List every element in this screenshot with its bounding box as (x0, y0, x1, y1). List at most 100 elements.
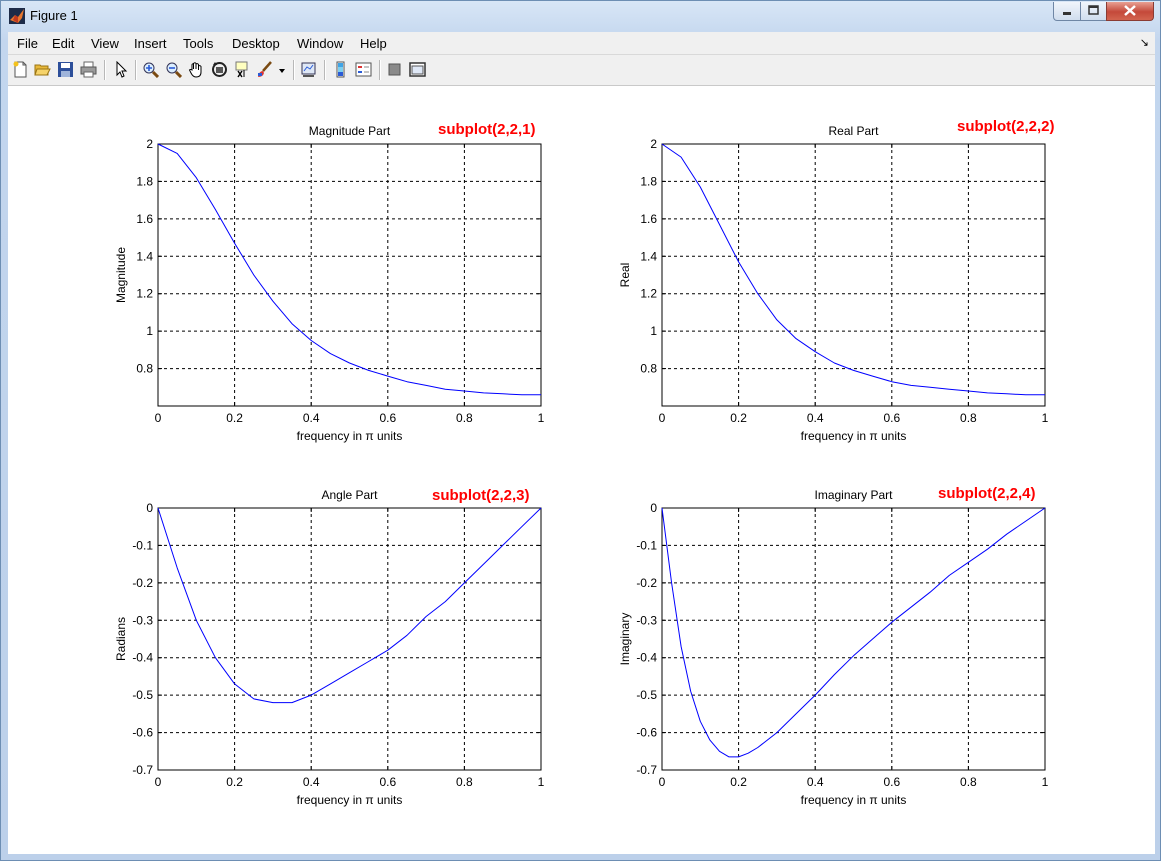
maximize-icon (1088, 5, 1099, 15)
x-axis-label: frequency in π units (297, 793, 403, 807)
rotate-3d-icon[interactable] (211, 61, 228, 78)
figure-canvas[interactable]: 0 0.2 0.4 0.6 0.8 1 0.8 1 1.2 1.4 1.6 1.8 2 Magnitude… (8, 86, 1155, 854)
figure-toolbar (8, 55, 1155, 86)
axes-frame (661, 143, 1046, 407)
y-tick-label: 1.2 (640, 287, 657, 301)
matlab-app-icon (9, 8, 25, 24)
link-plot-icon[interactable] (300, 61, 317, 78)
y-tick-label: -0.5 (636, 688, 657, 702)
menu-insert[interactable]: Insert (134, 36, 167, 51)
brush-icon[interactable] (257, 61, 274, 78)
title-bar[interactable]: Figure 1 (1, 1, 1160, 31)
menu-bar: File Edit View Insert Tools Desktop Wind… (8, 32, 1155, 55)
subplot-real: 0 0.2 0.4 0.6 0.8 1 0.8 1 1.2 1.4 1.6 1.8 2 Real Part… (618, 118, 1055, 443)
axes-title: Imaginary Part (814, 488, 893, 502)
menu-edit[interactable]: Edit (52, 36, 75, 51)
menu-view[interactable]: View (91, 36, 119, 51)
x-tick-label: 0.4 (303, 775, 320, 789)
edit-plot-arrow-icon[interactable] (112, 61, 129, 78)
print-icon[interactable] (80, 61, 97, 78)
subplot-annotation: subplot(2,2,1) (438, 121, 536, 138)
close-button[interactable] (1106, 2, 1154, 21)
x-tick-label: 0.4 (807, 775, 824, 789)
x-tick-label: 0.8 (960, 411, 977, 425)
y-tick-label: -0.6 (132, 726, 153, 740)
x-tick-label: 0 (155, 775, 162, 789)
subplot-annotation: subplot(2,2,3) (432, 487, 530, 504)
axes-frame (661, 507, 1046, 771)
x-tick-label: 0 (659, 411, 666, 425)
legend-icon[interactable] (355, 61, 372, 78)
y-tick-label: -0.4 (132, 651, 153, 665)
subplot-imaginary: 0 0.2 0.4 0.6 0.8 1 -0.7 -0.6 -0.5 -0.4 -0.3 -0.2 -0… (618, 485, 1049, 807)
open-file-icon[interactable] (34, 61, 51, 78)
brush-dropdown-icon[interactable] (278, 61, 286, 78)
x-tick-label: 0.6 (379, 775, 396, 789)
x-tick-label: 0.8 (960, 775, 977, 789)
toolbar-separator (135, 60, 137, 80)
y-tick-label: -0.3 (132, 613, 153, 627)
y-tick-label: -0.1 (636, 538, 657, 552)
show-plot-tools-icon[interactable] (409, 61, 426, 78)
x-tick-label: 1 (1042, 775, 1049, 789)
minimize-icon (1063, 12, 1071, 15)
x-tick-label: 0.8 (456, 775, 473, 789)
y-tick-label: 2 (650, 137, 657, 151)
y-tick-label: 2 (146, 137, 153, 151)
series-line (157, 143, 541, 396)
x-axis-label: frequency in π units (297, 429, 403, 443)
x-tick-label: 1 (538, 411, 545, 425)
menu-help[interactable]: Help (360, 36, 387, 51)
y-tick-label: 0 (146, 501, 153, 515)
y-tick-label: 0.8 (136, 362, 153, 376)
menu-desktop[interactable]: Desktop (232, 36, 280, 51)
x-tick-label: 0.2 (226, 411, 243, 425)
hide-plot-tools-icon[interactable] (386, 61, 403, 78)
menu-overflow-icon[interactable]: ↘ (1139, 37, 1149, 49)
x-axis-label: frequency in π units (801, 793, 907, 807)
colorbar-icon[interactable] (332, 61, 349, 78)
save-icon[interactable] (57, 61, 74, 78)
minimize-button[interactable] (1053, 2, 1081, 21)
x-tick-label: 1 (1042, 411, 1049, 425)
subplot-grid: 0 0.2 0.4 0.6 0.8 1 0.8 1 1.2 1.4 1.6 1.8 2 Magnitude… (114, 118, 1055, 807)
y-tick-label: 1.4 (136, 249, 153, 263)
subplot-angle: 0 0.2 0.4 0.6 0.8 1 -0.7 -0.6 -0.5 -0.4 -0.3 -0.2 -0… (114, 487, 545, 807)
y-tick-label: 1.6 (640, 212, 657, 226)
toolbar-separator (379, 60, 381, 80)
x-tick-label: 0.6 (883, 775, 900, 789)
y-tick-label: -0.3 (636, 613, 657, 627)
toolbar-separator (104, 60, 106, 80)
y-tick-label: 0.8 (640, 362, 657, 376)
x-tick-label: 0.4 (303, 411, 320, 425)
y-tick-label: -0.2 (636, 576, 657, 590)
x-tick-label: 0.6 (883, 411, 900, 425)
x-tick-label: 0.2 (226, 775, 243, 789)
x-tick-label: 0 (659, 775, 666, 789)
x-tick-label: 0.4 (807, 411, 824, 425)
toolbar-separator (324, 60, 326, 80)
series-line (157, 507, 542, 704)
y-axis-label: Imaginary (618, 613, 632, 666)
y-tick-label: 1.6 (136, 212, 153, 226)
y-axis-label: Real (618, 263, 632, 288)
axes-frame (157, 507, 542, 771)
axes-title: Angle Part (321, 488, 378, 502)
new-figure-icon[interactable] (12, 61, 29, 78)
zoom-out-icon[interactable] (165, 61, 182, 78)
pan-hand-icon[interactable] (188, 61, 205, 78)
menu-file[interactable]: File (17, 36, 38, 51)
menu-window[interactable]: Window (297, 36, 344, 51)
maximize-button[interactable] (1080, 2, 1107, 21)
subplot-annotation: subplot(2,2,2) (957, 118, 1055, 135)
menu-tools[interactable]: Tools (183, 36, 214, 51)
data-cursor-icon[interactable] (234, 61, 251, 78)
y-tick-label: 1.4 (640, 249, 657, 263)
close-icon (1124, 5, 1136, 16)
y-tick-label: 1.2 (136, 287, 153, 301)
x-tick-label: 0.8 (456, 411, 473, 425)
axes-title: Magnitude Part (309, 124, 391, 138)
y-axis-label: Magnitude (114, 247, 128, 303)
zoom-in-icon[interactable] (142, 61, 159, 78)
